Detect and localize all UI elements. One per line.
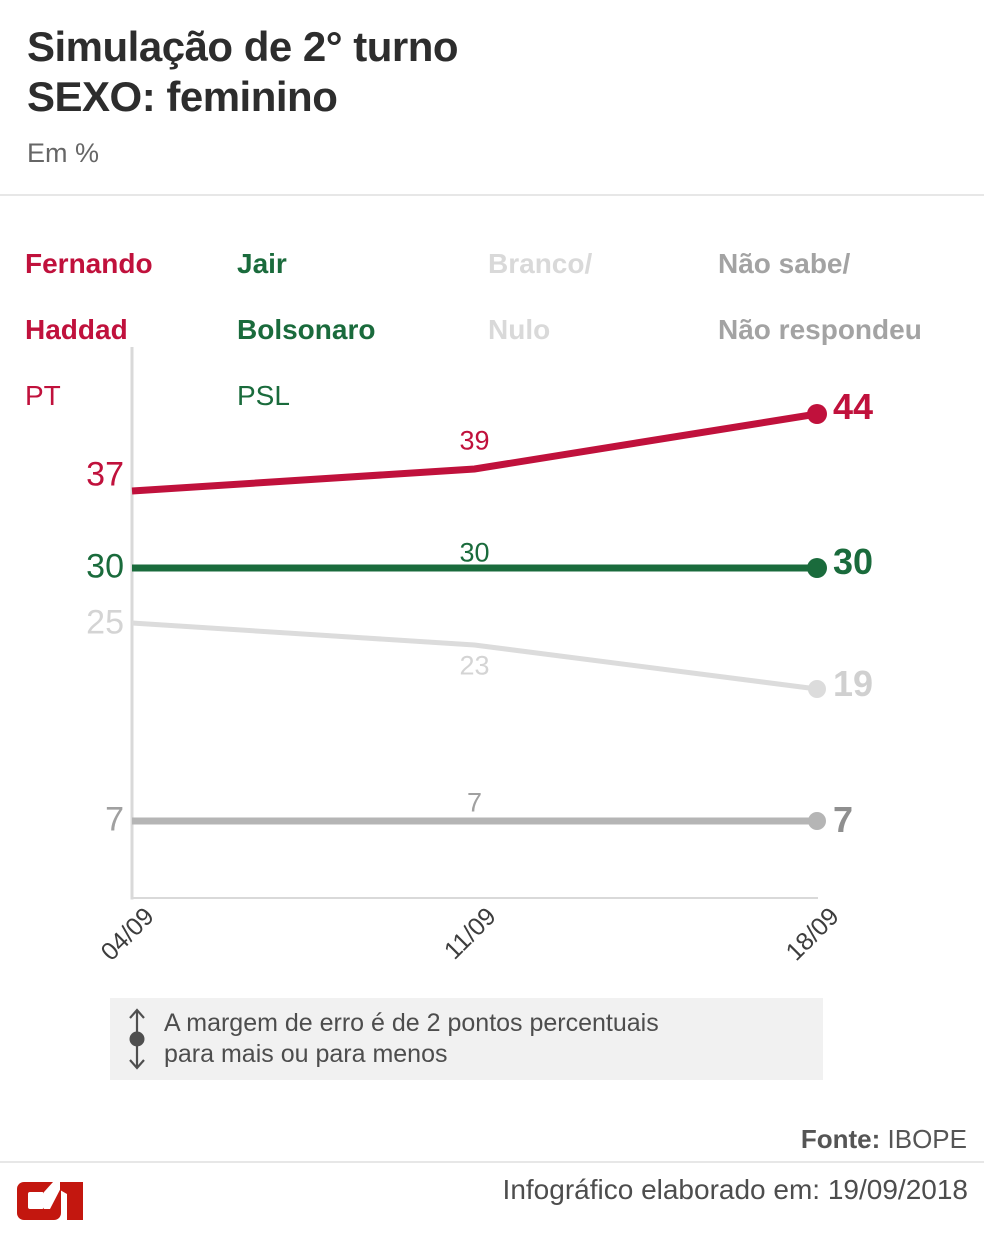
series-endpoint-1 — [807, 558, 827, 578]
legend-bolsonaro-name-2: Bolsonaro — [237, 314, 376, 345]
legend-haddad-name-1: Fernando — [25, 248, 153, 279]
note-line-1: A margem de erro é de 2 pontos percentua… — [164, 1009, 659, 1037]
top-divider — [0, 194, 984, 196]
source-value: IBOPE — [887, 1124, 967, 1154]
legend-item-haddad: Fernando Haddad PT — [25, 214, 153, 412]
value-label-branco-1809: 19 — [833, 663, 874, 704]
value-label-naosabe-0409: 7 — [105, 800, 124, 839]
value-label-naosabe-1109: 7 — [466, 787, 483, 818]
x-tick-1109: 11/09 — [438, 902, 502, 965]
value-label-haddad-0409: 37 — [86, 455, 124, 494]
value-label-branco-0409: 25 — [86, 603, 124, 642]
value-label-bolsonaro-1809: 30 — [833, 541, 874, 582]
value-label-naosabe-1809: 7 — [833, 799, 854, 840]
error-margin-arrow-icon — [129, 1008, 145, 1070]
page-title: Simulação de 2° turno SEXO: feminino — [27, 22, 459, 122]
source-label: Fonte: — [800, 1124, 881, 1154]
g1-logo — [17, 1182, 83, 1220]
legend-bolsonaro-party: PSL — [237, 380, 290, 411]
line-chart — [130, 347, 827, 900]
legend-item-nao-sabe: Não sabe/ Não respondeu — [718, 214, 922, 379]
title-line-1: Simulação de 2° turno — [27, 23, 459, 70]
legend-item-bolsonaro: Jair Bolsonaro PSL — [237, 214, 375, 412]
bottom-divider — [0, 1161, 984, 1163]
note-line-2: para mais ou para menos — [164, 1040, 448, 1068]
value-label-branco-1109: 23 — [459, 650, 490, 681]
series-endpoint-0 — [807, 404, 827, 424]
value-label-haddad-1809: 44 — [833, 386, 874, 427]
series-endpoint-2 — [808, 680, 826, 698]
value-label-bolsonaro-1109: 30 — [459, 537, 490, 568]
series-line-0 — [131, 410, 818, 495]
unit-label: Em % — [27, 138, 100, 168]
legend-haddad-name-2: Haddad — [25, 314, 128, 345]
legend-item-branco-nulo: Branco/ Nulo — [488, 214, 592, 379]
legend-branco-name-2: Nulo — [488, 314, 551, 345]
title-line-2: SEXO: feminino — [27, 73, 338, 120]
value-label-bolsonaro-0409: 30 — [86, 547, 124, 586]
source: Fonte: IBOPE — [801, 1124, 967, 1155]
margin-of-error-note: A margem de erro é de 2 pontos percentua… — [110, 998, 823, 1080]
legend-bolsonaro-name-1: Jair — [237, 248, 287, 279]
series-endpoint-3 — [808, 812, 826, 830]
footer-credit: Infográfico elaborado em: 19/09/2018 — [502, 1174, 968, 1205]
legend-branco-name-1: Branco/ — [488, 248, 593, 279]
series-line-2 — [131, 620, 818, 692]
value-label-haddad-1109: 39 — [459, 425, 490, 456]
note-text: A margem de erro é de 2 pontos percentua… — [164, 1008, 659, 1070]
legend-naosabe-name-2: Não respondeu — [718, 314, 922, 345]
x-tick-0409: 04/09 — [95, 902, 160, 967]
legend-haddad-party: PT — [25, 380, 61, 411]
legend-naosabe-name-1: Não sabe/ — [718, 248, 851, 279]
x-tick-1809: 18/09 — [780, 902, 845, 967]
